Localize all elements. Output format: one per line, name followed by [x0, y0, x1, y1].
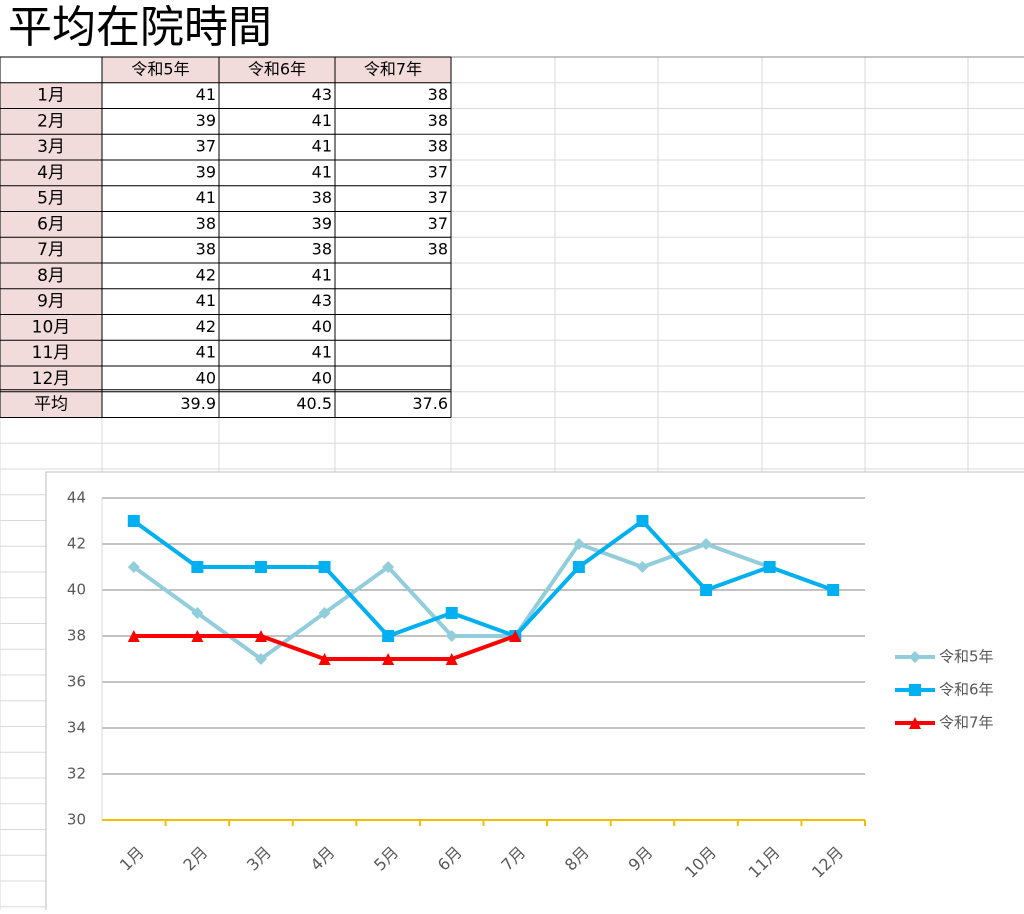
cell-value: 41 [312, 343, 332, 362]
y-tick-label: 30 [67, 811, 86, 829]
cell-value: 38 [196, 240, 216, 259]
legend-label: 令和7年 [939, 714, 994, 732]
cell-value: 41 [196, 85, 216, 104]
row-label: 5月 [37, 189, 65, 209]
row-label: 平均 [34, 395, 68, 415]
cell-value: 41 [312, 162, 332, 181]
marker [827, 584, 840, 596]
cell-value: 37 [428, 162, 448, 181]
row-label: 12月 [32, 369, 71, 389]
cell-value: 37 [196, 137, 216, 156]
cell-value: 39 [196, 162, 216, 181]
row-label: 2月 [37, 111, 65, 131]
cell-value: 41 [196, 188, 216, 207]
marker [382, 653, 395, 665]
row-label: 8月 [37, 266, 65, 286]
marker [445, 607, 458, 619]
cell-value: 42 [196, 317, 216, 336]
cell-value: 38 [428, 137, 448, 156]
marker [572, 538, 585, 550]
cell-value: 41 [312, 137, 332, 156]
marker [254, 561, 267, 573]
marker [127, 630, 140, 642]
y-tick-label: 38 [67, 627, 86, 645]
cell-value: 41 [312, 111, 332, 130]
y-tick-label: 44 [67, 489, 86, 507]
row-label: 1月 [37, 86, 65, 106]
chart-area [45, 471, 1024, 914]
row-label: 9月 [37, 292, 65, 312]
cell-value: 41 [196, 343, 216, 362]
cell-value: 38 [312, 240, 332, 259]
column-header: 令和5年 [131, 59, 189, 78]
cell-value: 40 [312, 317, 332, 336]
cell-value: 37 [428, 214, 448, 233]
cell-value: 38 [428, 240, 448, 259]
marker [382, 561, 395, 573]
cell-value: 38 [428, 85, 448, 104]
cell-value: 39 [196, 111, 216, 130]
row-label: 3月 [37, 137, 65, 157]
cell-value: 40 [196, 368, 216, 387]
row-label: 11月 [32, 343, 71, 363]
marker [700, 584, 713, 596]
y-tick-label: 42 [67, 535, 86, 553]
marker [445, 630, 458, 642]
cell-value: 37 [428, 188, 448, 207]
marker [509, 630, 522, 642]
y-tick-label: 36 [67, 673, 86, 691]
y-tick-label: 34 [67, 719, 86, 737]
cell-value: 43 [312, 291, 332, 310]
cell-value: 43 [312, 85, 332, 104]
marker [191, 607, 204, 619]
marker [318, 561, 331, 573]
marker [382, 630, 395, 642]
y-tick-label: 32 [67, 765, 86, 783]
header-fill [102, 57, 451, 83]
marker [191, 630, 204, 642]
y-tick-label: 40 [67, 581, 86, 599]
label-fill [0, 82, 102, 418]
marker [909, 717, 921, 729]
cell-value: 37.6 [412, 394, 448, 413]
row-label: 7月 [37, 240, 65, 260]
marker [909, 684, 921, 696]
marker [909, 651, 921, 663]
cell-value: 42 [196, 265, 216, 284]
marker [636, 561, 649, 573]
marker [254, 630, 267, 642]
row-label: 6月 [37, 214, 65, 234]
marker [700, 538, 713, 550]
legend-label: 令和6年 [939, 681, 994, 699]
legend-label: 令和5年 [939, 648, 994, 666]
marker [127, 515, 140, 527]
marker [127, 561, 140, 573]
cell-value: 41 [312, 265, 332, 284]
cell-value: 40.5 [296, 394, 332, 413]
cell-value: 38 [428, 111, 448, 130]
column-header: 令和7年 [364, 59, 422, 78]
marker [318, 653, 331, 665]
cell-value: 38 [196, 214, 216, 233]
sheet-title: 平均在院時間 [8, 2, 272, 53]
marker [763, 561, 776, 573]
column-header: 令和6年 [248, 59, 306, 78]
cell-value: 41 [196, 291, 216, 310]
marker [318, 607, 331, 619]
row-label: 4月 [37, 163, 65, 183]
marker [445, 653, 458, 665]
marker [636, 515, 649, 527]
cell-value: 39.9 [180, 394, 216, 413]
series-line [132, 542, 834, 661]
marker [191, 561, 204, 573]
marker [254, 653, 267, 665]
cell-value: 39 [312, 214, 332, 233]
row-label: 10月 [32, 317, 71, 337]
cell-value: 38 [312, 188, 332, 207]
marker [572, 561, 585, 573]
cell-value: 40 [312, 368, 332, 387]
series-line [132, 519, 834, 638]
